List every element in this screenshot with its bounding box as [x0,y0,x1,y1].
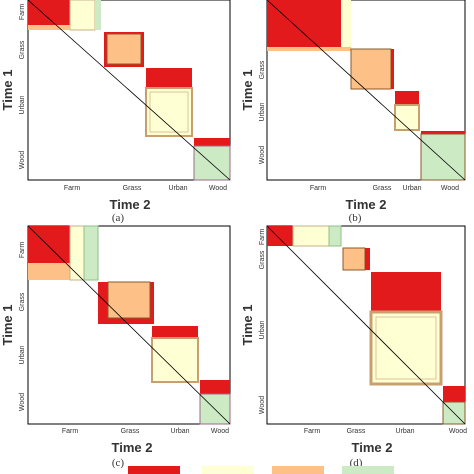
panel-d-block-urban-farm [371,272,441,312]
panel-c-xtick-urban: Urban [170,428,189,435]
panel-a-block-farm [28,0,70,25]
panel-b-ylabel: Time 1 [240,70,255,111]
panel-d-block-farm-grass [292,225,330,247]
legend-swatch-farm [128,466,180,474]
panel-a-block-wood-farm [194,138,230,146]
panel-b-block-urban-farm [395,91,419,105]
panel-c-block-farm-grass [69,225,85,281]
panel-b-diagonal [266,0,466,181]
panel-c-frame [27,225,231,425]
panel-c-ytick-wood: Wood [19,393,26,411]
panel-a-xtick-grass: Grass [123,185,142,192]
panel-c: Time 1 Farm Grass Urban Wood Farm Grass … [0,225,231,469]
panel-a-ytick-wood: Wood [19,151,26,169]
panel-a-ytick-grass: Grass [19,40,26,59]
panel-b: Time 1 Grass Urban Wood Farm Grass Urban… [240,0,466,224]
panel-d-xtick-farm: Farm [304,428,321,435]
panel-a-ytick-farm: Farm [19,4,26,21]
panel-b-ytick-urban: Urban [259,102,266,121]
legend-swatch-grass [202,466,254,474]
panel-c-xtick-farm: Farm [62,428,79,435]
panel-d-ylabel: Time 1 [240,305,255,346]
panel-a-block-grass [106,33,142,65]
panel-d-block-wood-farm [443,386,465,402]
panel-d-block-farm-wood [328,225,342,247]
panel-b-block-farm-urban [267,47,351,51]
panel-c-xlabel: Time 2 [112,440,153,455]
panel-d-block-grass-farm [365,248,370,270]
panel-d-frame [266,225,466,425]
panel-d-ytick-farm: Farm [259,229,266,246]
panel-c-block-urban-farm [152,326,198,338]
panel-a-diagonal [27,0,231,181]
panel-a-xtick-wood: Wood [209,185,227,192]
panel-b-block-farm [267,0,341,47]
panel-b-caption: (b) [349,212,362,224]
panel-a-ytick-urban: Urban [19,95,26,114]
panel-a-xlabel: Time 2 [110,197,151,212]
panel-c-caption: (c) [112,457,125,469]
panel-c-ytick-grass: Grass [19,292,26,311]
panel-b-xtick-grass: Grass [373,185,392,192]
panel-d-xtick-grass: Grass [347,428,366,435]
panel-c-block-wood-farm [200,380,230,394]
panel-b-frame [266,0,466,181]
panel-a-block-farm-urban [28,25,70,30]
panel-b-xtick-urban: Urban [402,185,421,192]
panel-b-block-farm-grass [341,0,351,47]
panel-a-block-urban-farm [146,68,192,88]
panel-c-block-farm [28,226,70,263]
panel-c-block-farm-wood [83,225,99,281]
panel-c-ytick-farm: Farm [19,242,26,259]
panel-d: Time 1 Farm Grass Urban Wood Farm Grass … [240,225,467,469]
panel-d-block-farm [267,226,293,246]
panel-c-ylabel: Time 1 [0,305,15,346]
panel-b-xtick-farm: Farm [310,185,327,192]
panel-b-ytick-wood: Wood [259,146,266,164]
panel-b-block-wood-farm [421,131,465,134]
legend-swatch-urban [272,466,324,474]
panel-d-ytick-urban: Urban [259,320,266,339]
panel-c-block-farm-urban [28,263,70,280]
panel-c-block-grass [107,281,151,319]
panel-d-xtick-urban: Urban [395,428,414,435]
panel-d-block-grass [342,247,366,271]
panel-c-xtick-wood: Wood [211,428,229,435]
panel-b-ytick-grass: Grass [259,60,266,79]
panel-d-block-urban-inner [375,316,437,380]
panel-a-xtick-urban: Urban [168,185,187,192]
panel-c-diagonal [27,225,231,425]
legend-swatch-wood [342,466,394,474]
panel-b-xtick-wood: Wood [441,185,459,192]
panel-a-block-farm-grass [69,0,96,31]
panel-b-block-grass-farm [391,49,394,89]
panel-d-xtick-wood: Wood [449,428,467,435]
panel-c-ytick-urban: Urban [19,345,26,364]
panel-d-ytick-wood: Wood [259,396,266,414]
panel-a-block-farm-wood [95,0,101,30]
panel-a-frame [27,0,231,181]
panel-b-xlabel: Time 2 [346,197,387,212]
panel-a-ylabel: Time 1 [0,70,15,111]
panel-b-block-wood [420,133,466,181]
panel-d-xlabel: Time 2 [352,440,393,455]
panel-d-diagonal [266,225,466,425]
color-legend [128,466,394,474]
panel-a: Time 1 Farm Grass Urban Wood Farm Grass … [0,0,231,224]
panel-d-ytick-grass: Grass [259,250,266,269]
panel-a-xtick-farm: Farm [64,185,81,192]
panel-a-caption: (a) [112,212,125,224]
panel-b-block-urban [394,104,420,131]
panel-c-xtick-grass: Grass [121,428,140,435]
panel-b-block-grass [350,48,392,90]
panel-c-block-urban [151,337,199,383]
